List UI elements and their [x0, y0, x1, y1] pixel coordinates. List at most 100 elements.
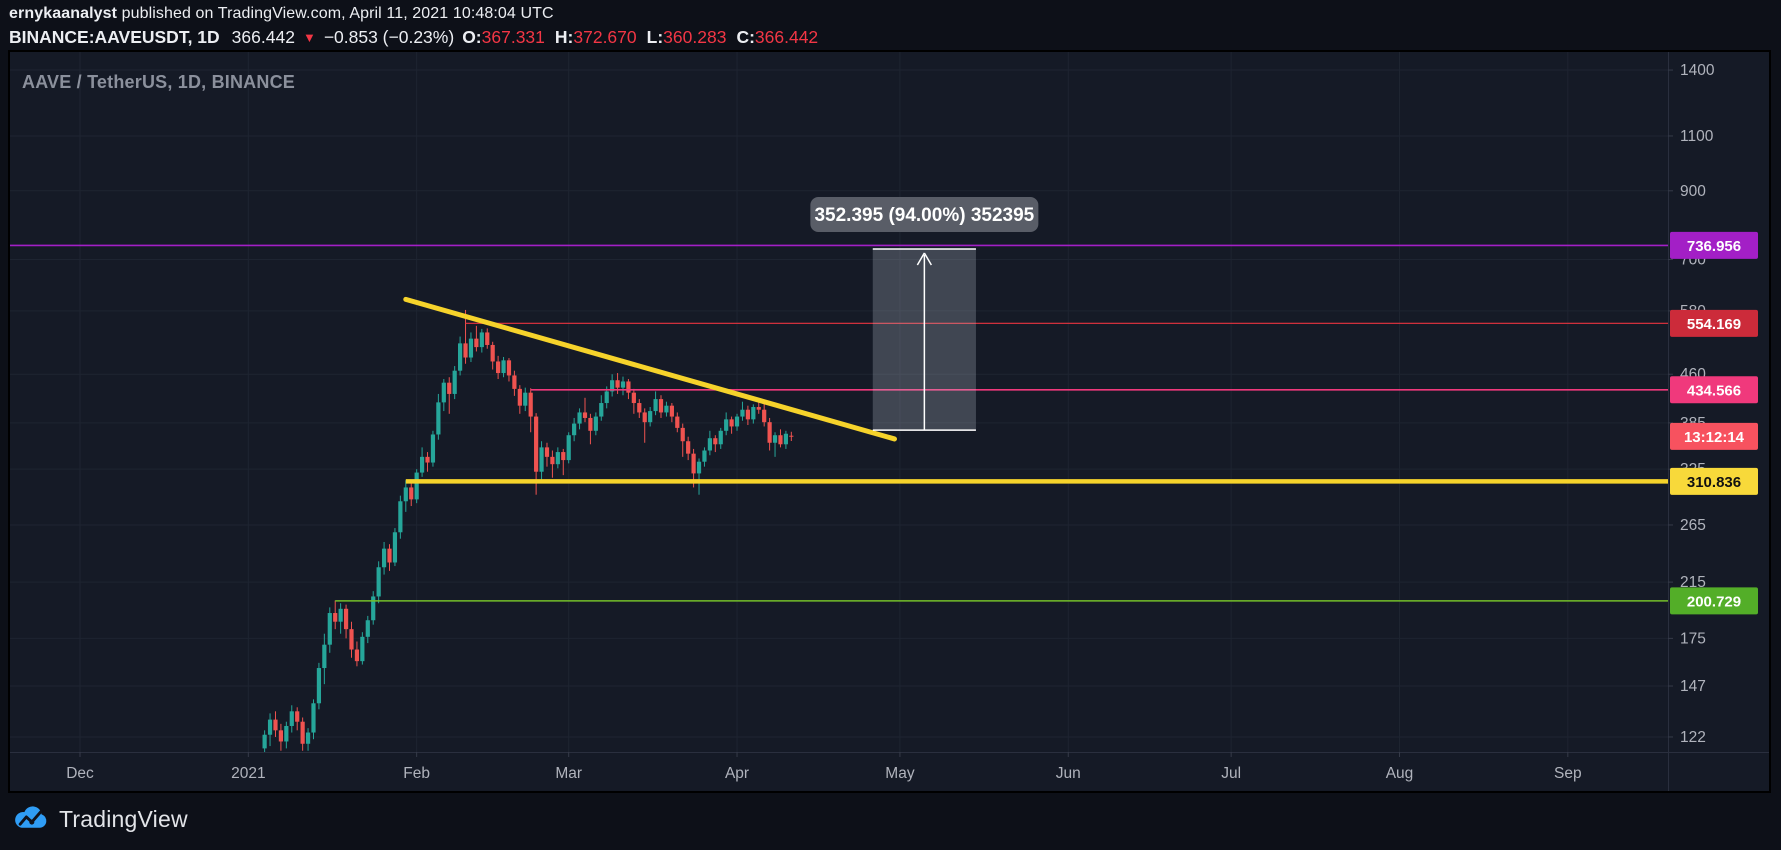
candle-body — [365, 620, 370, 637]
candle-body — [664, 405, 669, 413]
bar-countdown-tag[interactable]: 13:12:14 — [1670, 422, 1758, 450]
candle-body — [620, 381, 626, 388]
candle-body — [436, 402, 441, 435]
time-axis[interactable]: Dec 2021 Feb Mar Apr May Jun Jul Aug Sep — [66, 752, 1582, 782]
candle-body — [539, 447, 544, 472]
candle-body — [783, 433, 788, 445]
time-tick-label: Apr — [725, 765, 749, 782]
chart-widget[interactable]: 352.395 (94.00%) 352395 14001100900700580… — [8, 50, 1771, 793]
ohlc-low: L:360.283 — [646, 27, 727, 47]
candle-body — [295, 711, 300, 722]
candle-body — [474, 338, 479, 348]
candle-body — [343, 608, 349, 630]
descending-trendline[interactable] — [403, 296, 897, 442]
candle-body — [403, 487, 408, 502]
candle-body — [284, 725, 289, 742]
candle-body — [772, 435, 778, 443]
time-tick-label: May — [885, 765, 915, 782]
candle-body — [599, 403, 604, 417]
candle-body — [669, 405, 674, 417]
candle-body — [512, 375, 517, 389]
candle-body — [729, 419, 734, 427]
byline-username: ernykaanalyst — [9, 5, 118, 22]
symbol-status-row: BINANCE:AAVEUSDT, 1D 366.442 ▼ −0.853 (−… — [9, 27, 820, 48]
svg-text:352.395 (94.00%) 352395: 352.395 (94.00%) 352395 — [814, 205, 1034, 226]
candle-body — [517, 388, 522, 406]
candle-body — [447, 382, 452, 394]
candle-body — [762, 409, 767, 423]
candle-body — [675, 416, 680, 428]
candle-body — [354, 649, 360, 662]
grid — [10, 52, 1668, 752]
candle-body — [338, 608, 343, 622]
byline-text: published on TradingView.com, April 11, … — [117, 5, 554, 22]
candle-body — [273, 719, 278, 731]
candle-body — [496, 361, 501, 374]
candle-body — [463, 343, 468, 358]
candle-body — [561, 452, 566, 461]
yellow-line-price-tag[interactable]: 310.836 — [1670, 467, 1758, 495]
tradingview-footer: TradingView — [12, 804, 188, 835]
svg-text:200.729: 200.729 — [1687, 593, 1741, 610]
candle-body — [642, 412, 647, 423]
candle-body — [691, 453, 696, 474]
time-tick-label: Mar — [555, 765, 582, 782]
candle-body — [300, 721, 305, 744]
candle-body — [550, 456, 555, 465]
time-tick-label: Sep — [1554, 765, 1582, 782]
candle-body — [458, 343, 463, 371]
candle-body — [360, 636, 365, 662]
candle-body — [392, 532, 398, 563]
candle-body — [577, 412, 582, 424]
candle-body — [740, 409, 745, 417]
green-line-price-tag[interactable]: 200.729 — [1670, 587, 1758, 615]
candle-body — [637, 403, 642, 413]
candle-body — [425, 456, 430, 463]
candle-body — [381, 548, 387, 568]
tradingview-brand-text[interactable]: TradingView — [59, 806, 188, 832]
candle-body — [441, 382, 446, 403]
candle-body — [371, 596, 376, 621]
candle-body — [262, 734, 267, 749]
price-tick-label: 122 — [1680, 729, 1706, 746]
price-axis[interactable]: 1400110090070058046038532526521517514712… — [1668, 62, 1758, 746]
symbol-name: BINANCE:AAVEUSDT, 1D — [9, 27, 220, 47]
candle-body — [604, 391, 609, 404]
candle-body — [566, 435, 571, 461]
svg-text:310.836: 310.836 — [1687, 474, 1741, 491]
candle-body — [528, 392, 533, 417]
candle-body — [751, 407, 756, 420]
time-tick-label: Feb — [403, 765, 430, 782]
candle-body — [333, 613, 338, 622]
pink-line-price-tag[interactable]: 434.566 — [1670, 376, 1758, 404]
red-line-price-tag[interactable]: 554.169 — [1670, 309, 1758, 337]
candle-body — [267, 719, 273, 735]
price-chart[interactable]: 352.395 (94.00%) 352395 14001100900700580… — [10, 52, 1769, 791]
candle-body — [631, 392, 636, 404]
candle-body — [626, 381, 631, 393]
candle-body — [724, 419, 729, 431]
tradingview-logo[interactable] — [12, 804, 50, 835]
candle-body — [718, 430, 723, 445]
price-range-measurement[interactable] — [872, 248, 976, 431]
candle-body — [452, 370, 457, 394]
price-change: −0.853 (−0.23%) — [323, 27, 455, 47]
measurement-tooltip: 352.395 (94.00%) 352395 — [810, 196, 1039, 232]
svg-text:13:12:14: 13:12:14 — [1684, 429, 1745, 446]
purple-line-price-tag[interactable]: 736.956 — [1670, 231, 1758, 259]
svg-text:434.566: 434.566 — [1687, 382, 1741, 399]
candle-body — [745, 409, 750, 420]
candle-body — [534, 416, 539, 472]
candle-body — [376, 567, 381, 597]
candle-body — [702, 450, 707, 462]
candle-body — [506, 360, 512, 376]
candle-body — [615, 380, 620, 388]
byline: ernykaanalyst published on TradingView.c… — [9, 5, 554, 23]
candle-body — [734, 416, 740, 427]
candle-body — [387, 548, 392, 563]
candle-body — [593, 416, 598, 431]
svg-text:554.169: 554.169 — [1687, 316, 1741, 333]
time-tick-label: 2021 — [231, 765, 265, 782]
candle-body — [523, 392, 528, 406]
plot-area[interactable]: 352.395 (94.00%) 352395 — [10, 52, 1668, 763]
